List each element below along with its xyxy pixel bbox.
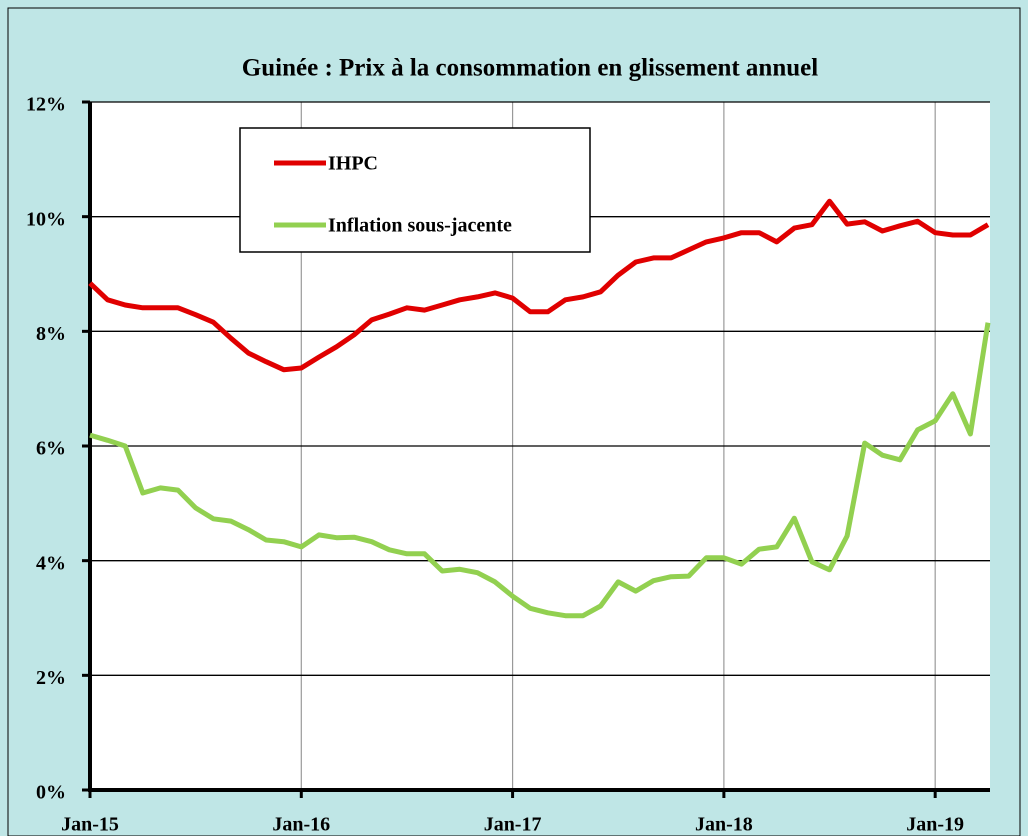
legend-box	[239, 127, 591, 253]
y-tick-label: 10%	[26, 208, 66, 230]
y-tick-label: 8%	[36, 323, 66, 345]
x-tick-label: Jan-18	[695, 814, 753, 836]
x-tick-label: Jan-16	[272, 814, 330, 836]
y-tick-label: 0%	[36, 782, 66, 804]
legend-label: IHPC	[328, 153, 378, 175]
x-tick-label: Jan-17	[484, 814, 542, 836]
y-tick-label: 12%	[26, 94, 66, 116]
x-tick-label: Jan-19	[906, 814, 964, 836]
y-tick-label: 4%	[36, 552, 66, 574]
y-tick-label: 6%	[36, 438, 66, 460]
x-tick-label: Jan-15	[61, 814, 119, 836]
line-series	[89, 322, 991, 619]
chart-title: Guinée : Prix à la consommation en gliss…	[242, 55, 818, 82]
y-tick-label: 2%	[36, 667, 66, 689]
legend-label: Inflation sous-jacente	[328, 215, 512, 237]
line-series	[88, 198, 990, 373]
